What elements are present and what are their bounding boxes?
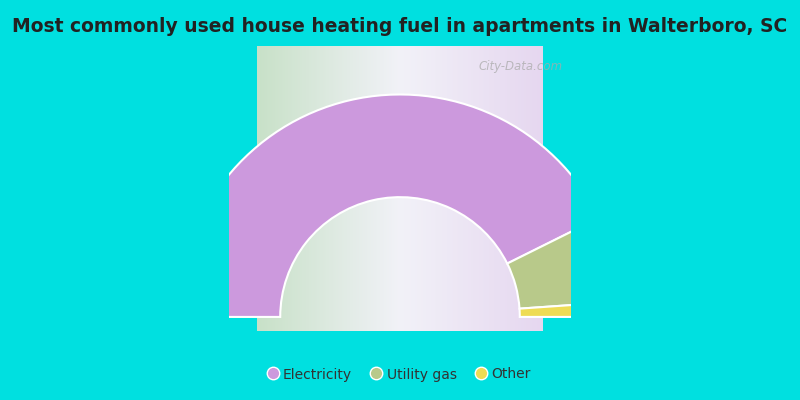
- Wedge shape: [507, 218, 622, 309]
- Legend: Electricity, Utility gas, Other: Electricity, Utility gas, Other: [263, 362, 537, 387]
- Wedge shape: [178, 94, 599, 317]
- Text: Most commonly used house heating fuel in apartments in Walterboro, SC: Most commonly used house heating fuel in…: [12, 16, 788, 36]
- Text: City-Data.com: City-Data.com: [478, 60, 562, 73]
- Wedge shape: [519, 302, 622, 317]
